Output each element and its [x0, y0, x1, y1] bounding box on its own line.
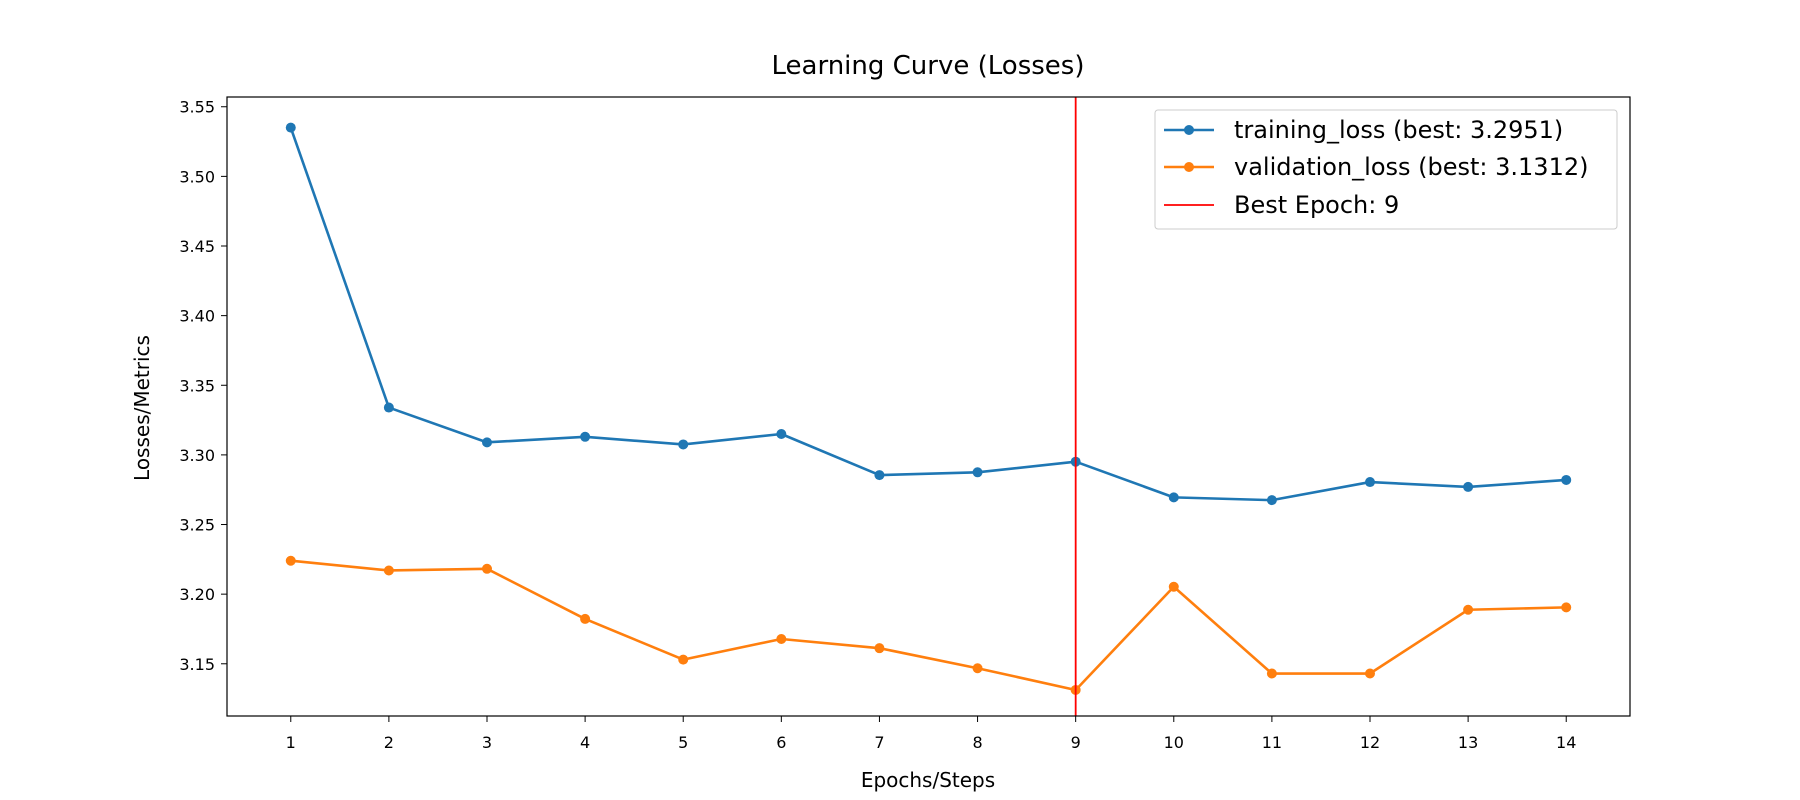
- y-tick-label: 3.45: [179, 237, 215, 256]
- y-tick-label: 3.40: [179, 307, 215, 326]
- legend-entry-validation: validation_loss (best: 3.1312): [1164, 153, 1588, 181]
- series-line: [290, 559, 1567, 692]
- legend-entry-training: training_loss (best: 3.2951): [1164, 116, 1563, 144]
- data-point: [678, 654, 689, 665]
- data-point: [874, 643, 885, 654]
- data-point: [1365, 668, 1376, 679]
- plot-frame: [226, 96, 1631, 717]
- data-point: [383, 402, 394, 413]
- data-point: [1266, 668, 1277, 679]
- data-point: [776, 429, 787, 440]
- y-tick-label: 3.20: [179, 585, 215, 604]
- data-point: [776, 633, 787, 644]
- x-axis-ticks: 1 2 3 4 5 6 7 8 9 10 11 12 13 14: [286, 716, 1576, 752]
- x-tick-label: 7: [874, 733, 884, 752]
- data-point: [1561, 602, 1572, 613]
- x-tick-label: 12: [1360, 733, 1380, 752]
- y-tick-label: 3.25: [179, 516, 215, 535]
- data-point: [972, 663, 983, 674]
- data-point: [874, 470, 885, 481]
- x-tick-label: 13: [1458, 733, 1478, 752]
- x-tick-label: 9: [1071, 733, 1081, 752]
- legend-entry-best-epoch: Best Epoch: 9: [1164, 191, 1399, 219]
- x-tick-label: 3: [482, 733, 492, 752]
- data-point: [1266, 495, 1277, 506]
- data-point: [678, 439, 689, 450]
- y-tick-label: 3.55: [179, 98, 215, 117]
- data-point: [580, 613, 591, 624]
- y-axis-label: Losses/Metrics: [130, 335, 154, 481]
- legend-marker-training: [1184, 125, 1194, 135]
- y-axis-ticks: 3.15 3.20 3.25 3.30 3.35 3.40 3.45 3.50 3.55: [179, 98, 227, 674]
- legend-label-training: training_loss (best: 3.2951): [1234, 116, 1563, 144]
- data-point: [1561, 474, 1572, 485]
- x-tick-label: 8: [972, 733, 982, 752]
- series-line: [289, 127, 1567, 502]
- data-point: [383, 565, 394, 576]
- y-tick-label: 3.30: [179, 446, 215, 465]
- legend-box: [1154, 109, 1618, 230]
- series-0: [285, 122, 1572, 506]
- x-tick-label: 14: [1556, 733, 1576, 752]
- x-tick-label: 6: [776, 733, 786, 752]
- legend-marker-validation: [1184, 162, 1194, 172]
- data-point: [1463, 481, 1474, 492]
- chart-title: Learning Curve (Losses): [772, 51, 1085, 81]
- x-tick-label: 4: [580, 733, 590, 752]
- plot-area: [285, 97, 1572, 716]
- data-point: [1365, 477, 1376, 488]
- data-point: [580, 431, 591, 442]
- data-point: [481, 437, 492, 448]
- data-point: [481, 563, 492, 574]
- data-point: [285, 122, 296, 133]
- legend: training_loss (best: 3.2951) validation_…: [1154, 109, 1618, 230]
- x-axis-label: Epochs/Steps: [861, 768, 995, 792]
- data-point: [1463, 604, 1474, 615]
- data-point: [972, 467, 983, 478]
- data-point: [1168, 492, 1179, 503]
- x-tick-label: 1: [286, 733, 296, 752]
- x-tick-label: 10: [1164, 733, 1184, 752]
- x-tick-label: 11: [1262, 733, 1282, 752]
- data-point: [1168, 581, 1179, 592]
- series-1: [285, 555, 1572, 695]
- data-point: [285, 555, 296, 566]
- y-tick-label: 3.35: [179, 376, 215, 395]
- x-tick-label: 5: [678, 733, 688, 752]
- x-tick-label: 2: [384, 733, 394, 752]
- y-tick-label: 3.50: [179, 167, 215, 186]
- legend-label-validation: validation_loss (best: 3.1312): [1234, 153, 1588, 181]
- y-tick-label: 3.15: [179, 655, 215, 674]
- legend-label-best-epoch: Best Epoch: 9: [1234, 191, 1399, 219]
